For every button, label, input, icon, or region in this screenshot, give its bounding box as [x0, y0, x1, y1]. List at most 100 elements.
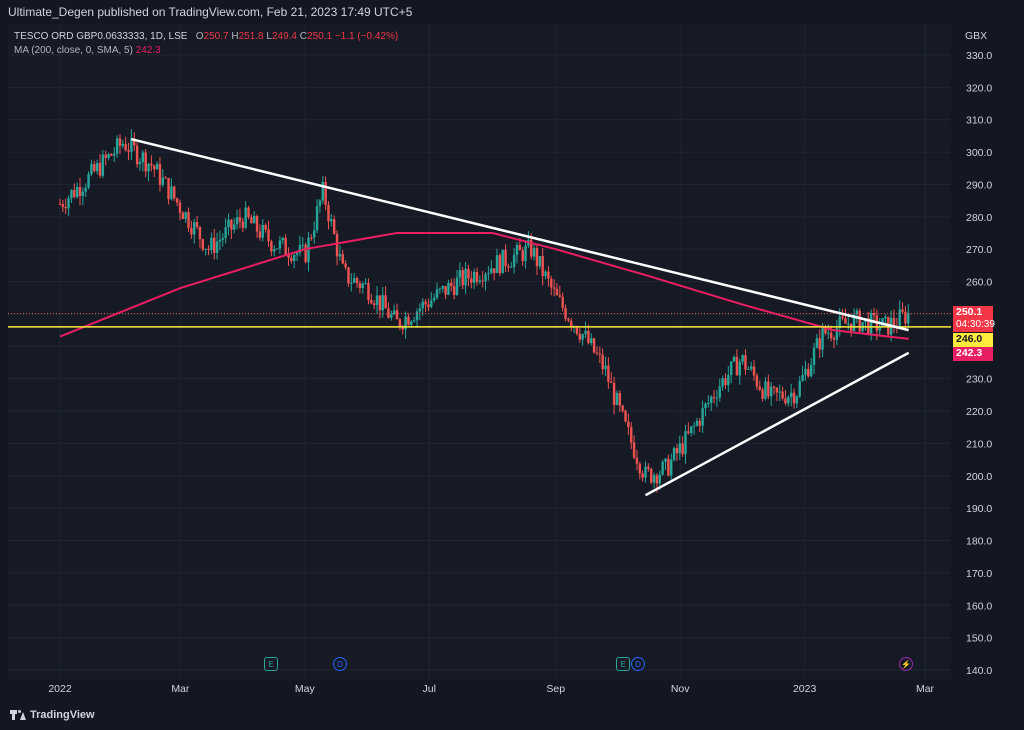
last-price-tag: 250.1 — [953, 306, 993, 320]
candle-body — [827, 332, 830, 334]
candle-body — [475, 271, 479, 282]
candle-body — [250, 217, 253, 224]
y-tick-label: 210.0 — [966, 438, 992, 450]
candle-body — [664, 458, 667, 462]
candle-body — [161, 177, 165, 185]
candle-body — [127, 150, 130, 152]
candle-body — [238, 217, 242, 222]
candle-body — [141, 152, 145, 163]
candle-body — [381, 295, 384, 311]
candle-body — [58, 203, 62, 205]
symbol-label[interactable]: TESCO ORD GBP0.0633333, 1D, LSE — [14, 31, 188, 42]
candle-body — [370, 299, 373, 304]
candle-body — [692, 425, 696, 427]
news-icon[interactable]: ⚡ — [899, 657, 913, 671]
candle-body — [792, 392, 796, 404]
candle-body — [487, 273, 490, 275]
candle-body — [415, 311, 419, 321]
ma-line — [59, 232, 909, 340]
candle-body — [455, 277, 459, 296]
candle-body — [878, 327, 881, 331]
candle-body — [287, 254, 290, 258]
y-tick-label: 330.0 — [966, 50, 992, 62]
candle-body — [352, 278, 356, 283]
x-tick-label: 2022 — [48, 683, 72, 695]
candle-body — [578, 333, 582, 340]
candle-body — [584, 330, 587, 335]
candle-body — [829, 332, 833, 339]
candle-body — [815, 338, 819, 348]
x-tick-label: 2023 — [793, 683, 817, 695]
candle-body — [541, 256, 544, 277]
candle-body — [364, 283, 367, 285]
x-tick-label: Jul — [423, 683, 436, 695]
candle-body — [375, 295, 379, 306]
candle-body — [781, 391, 784, 399]
candle-body — [621, 405, 624, 411]
chart-pane[interactable] — [8, 24, 951, 679]
candle-body — [598, 353, 602, 355]
candle-body — [447, 282, 450, 295]
candle-body — [867, 318, 870, 334]
candle-body — [390, 314, 393, 318]
candle-body — [504, 249, 507, 267]
countdown-tag: 04:30:39 — [953, 319, 995, 332]
candle-body — [907, 312, 910, 324]
candle-body — [747, 368, 750, 370]
candle-body — [230, 219, 233, 230]
candle-body — [435, 289, 439, 298]
candle-body — [787, 397, 790, 404]
candle-body — [367, 283, 370, 300]
candle-body — [93, 164, 96, 172]
candle-body — [524, 245, 527, 262]
candle-body — [638, 463, 641, 474]
tradingview-brand[interactable]: TradingView — [10, 709, 95, 721]
y-tick-label: 170.0 — [966, 568, 992, 580]
candle-body — [801, 374, 804, 381]
candle-body — [61, 204, 65, 208]
dividend-icon[interactable]: D — [333, 657, 347, 671]
candle-body — [210, 237, 213, 250]
candle-body — [315, 205, 319, 231]
candle-body — [173, 186, 176, 199]
candle-body — [752, 366, 756, 376]
earnings-icon[interactable]: E — [616, 657, 630, 671]
y-tick-label: 140.0 — [966, 665, 992, 677]
candle-body — [812, 347, 816, 365]
candle-body — [424, 301, 427, 305]
candle-body — [224, 227, 227, 239]
candle-body — [255, 216, 259, 232]
candle-body — [293, 254, 296, 262]
candle-body — [310, 237, 313, 239]
candle-body — [481, 280, 484, 282]
ma-label[interactable]: MA (200, close, 0, SMA, 5) — [14, 45, 133, 56]
publish-info: Ultimate_Degen published on TradingView.… — [8, 5, 413, 19]
candle-body — [241, 221, 244, 228]
price-chart[interactable]: 330.0 320.0 310.0 300.0 290.0 280.0 270.0 260.0… — [0, 0, 1024, 700]
candle-body — [575, 326, 579, 334]
candle-body — [741, 355, 744, 362]
candle-body — [135, 145, 139, 165]
candle-body — [347, 267, 350, 284]
candle-body — [355, 278, 359, 284]
candle-body — [472, 271, 476, 283]
candle-body — [490, 268, 493, 274]
dividend-icon[interactable]: D — [631, 657, 645, 671]
candle-body — [332, 219, 336, 234]
candle-body — [798, 380, 801, 397]
candle-body — [358, 283, 362, 289]
candle-body — [155, 163, 159, 170]
candle-body — [784, 398, 787, 404]
support-price-tag: 246.0 — [953, 333, 993, 347]
candle-body — [281, 237, 284, 241]
candle-body — [253, 216, 256, 224]
earnings-icon[interactable]: E — [264, 657, 278, 671]
candle-body — [75, 186, 79, 197]
candle-body — [64, 207, 67, 209]
candle-body — [530, 239, 533, 257]
candle-body — [607, 365, 610, 382]
candle-body — [198, 226, 202, 240]
candle-body — [458, 270, 462, 278]
candle-body — [732, 356, 736, 362]
candle-body — [821, 326, 824, 350]
